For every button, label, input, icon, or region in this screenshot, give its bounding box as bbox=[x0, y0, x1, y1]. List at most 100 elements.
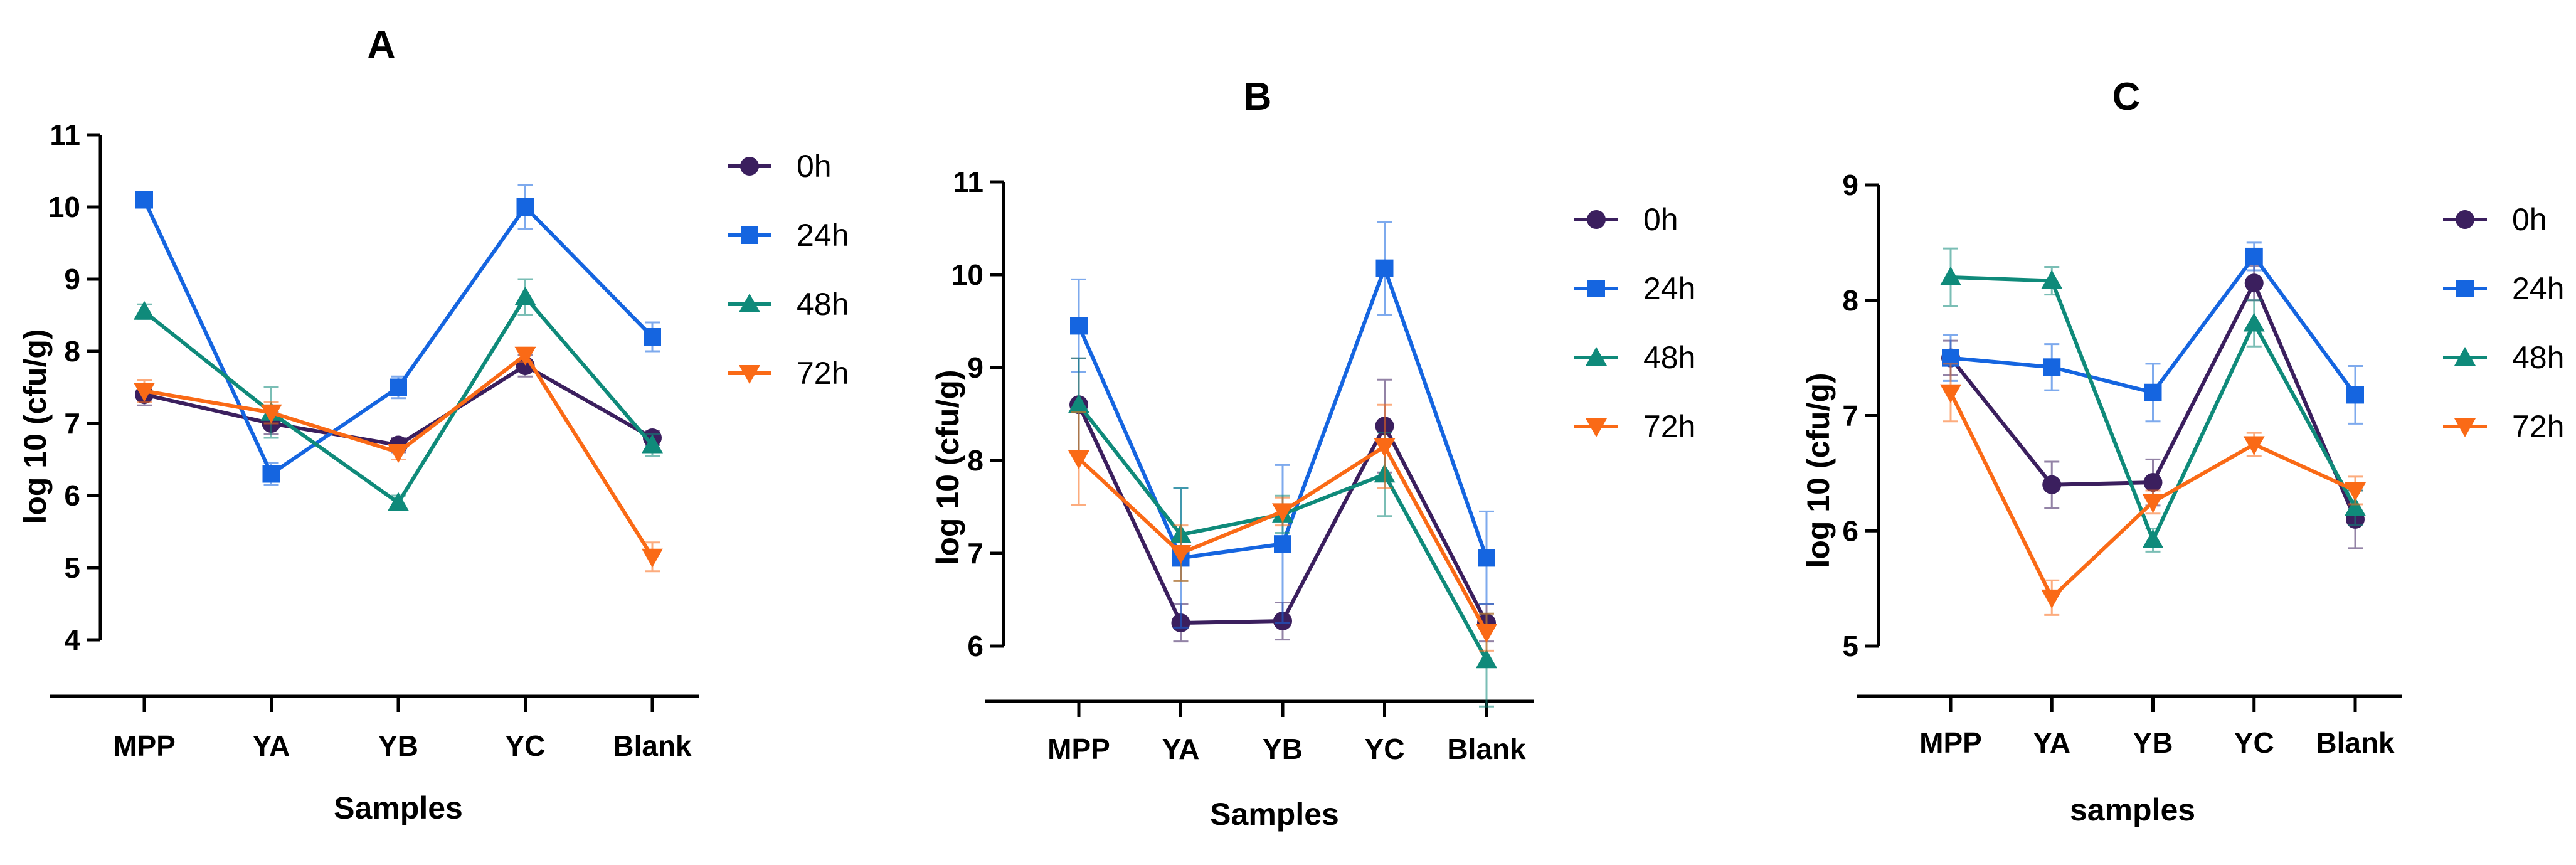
y-tick-label: 8 bbox=[1842, 284, 1858, 317]
y-axis-title: log 10 (cfu/g) bbox=[1801, 373, 1836, 568]
legend-item: 0h bbox=[1574, 202, 1678, 237]
data-point bbox=[2245, 247, 2263, 265]
x-axis-title: samples bbox=[2070, 792, 2195, 827]
data-point bbox=[2142, 494, 2164, 513]
legend-label: 48h bbox=[797, 287, 849, 322]
data-point bbox=[1068, 450, 1089, 470]
data-point bbox=[1375, 259, 1394, 277]
legend-label: 48h bbox=[1643, 340, 1695, 375]
x-tick-label: MPP bbox=[1047, 733, 1110, 765]
x-axis-title: Samples bbox=[334, 790, 463, 825]
x-tick-label: YC bbox=[2234, 726, 2274, 759]
data-point bbox=[1272, 503, 1293, 523]
legend-marker bbox=[739, 294, 760, 312]
legend-marker bbox=[1587, 210, 1606, 229]
data-point bbox=[2244, 273, 2264, 293]
x-tick-label: Blank bbox=[2316, 726, 2395, 759]
panel-title: B bbox=[1244, 75, 1272, 119]
series-72h bbox=[1940, 363, 2366, 616]
data-point bbox=[2345, 497, 2366, 516]
legend-item: 0h bbox=[728, 149, 832, 184]
panel-b: B Samples log 10 (cfu/g) 6 7 8 9 10 11 MPP YA YB… bbox=[930, 75, 1695, 832]
legend-marker bbox=[2456, 210, 2474, 229]
legend-label: 0h bbox=[1643, 202, 1678, 237]
data-point bbox=[134, 383, 155, 402]
data-point bbox=[642, 434, 663, 454]
y-tick-label: 5 bbox=[1842, 630, 1858, 662]
x-tick-label: YA bbox=[1162, 733, 1200, 765]
data-point bbox=[2144, 383, 2162, 401]
y-tick-label: 9 bbox=[64, 263, 80, 295]
data-point bbox=[388, 492, 409, 511]
y-tick-label: 7 bbox=[967, 537, 983, 570]
legend-label: 72h bbox=[797, 356, 849, 391]
panel-title: A bbox=[368, 23, 396, 66]
data-point bbox=[514, 346, 536, 366]
y-tick-label: 10 bbox=[951, 258, 983, 291]
legend-item: 48h bbox=[1574, 340, 1695, 375]
x-tick-label: YB bbox=[2133, 726, 2173, 759]
y-tick-label: 11 bbox=[953, 166, 983, 198]
legend-item: 24h bbox=[728, 218, 849, 253]
legend-item: 24h bbox=[2443, 271, 2564, 306]
legend-label: 48h bbox=[2512, 340, 2564, 375]
panel-a: A Samples log 10 (cfu/g) 4 5 6 7 8 9 10 11 MPP YA… bbox=[18, 23, 849, 825]
data-point bbox=[1070, 317, 1088, 335]
series-24h bbox=[135, 184, 661, 486]
legend-item: 48h bbox=[728, 287, 849, 322]
data-point bbox=[260, 404, 282, 423]
x-tick-label: YA bbox=[2033, 726, 2070, 759]
legend-item: 24h bbox=[1574, 271, 1695, 306]
panel-title: C bbox=[2112, 75, 2141, 119]
data-point bbox=[2142, 529, 2164, 548]
y-axis-title: log 10 (cfu/g) bbox=[930, 369, 965, 565]
data-point bbox=[2346, 386, 2364, 404]
data-point bbox=[135, 191, 153, 209]
legend-label: 72h bbox=[2512, 409, 2564, 444]
data-point bbox=[388, 444, 409, 463]
data-point bbox=[2345, 482, 2366, 501]
data-point bbox=[1476, 649, 1497, 669]
data-point bbox=[2243, 436, 2265, 455]
data-point bbox=[516, 198, 534, 216]
legend: 0h 24h 48h 72h bbox=[2443, 202, 2564, 444]
x-tick-label: YB bbox=[1263, 733, 1303, 765]
legend-label: 0h bbox=[2512, 202, 2547, 237]
legend-marker bbox=[1586, 347, 1607, 366]
panel-c: C samples log 10 (cfu/g) 5 6 7 8 9 MPP YA YB YC B… bbox=[1801, 75, 2564, 827]
legend-label: 72h bbox=[1643, 409, 1695, 444]
data-point bbox=[1170, 545, 1192, 564]
legend-marker bbox=[1586, 418, 1607, 437]
legend: 0h 24h 48h 72h bbox=[728, 149, 849, 391]
y-tick-label: 9 bbox=[967, 351, 983, 384]
legend-marker bbox=[2454, 347, 2476, 366]
data-point bbox=[1374, 438, 1396, 457]
x-tick-label: YC bbox=[506, 730, 546, 762]
data-point bbox=[262, 465, 280, 483]
legend-label: 24h bbox=[797, 218, 849, 253]
data-point bbox=[1476, 624, 1497, 643]
legend-marker bbox=[741, 226, 758, 244]
legend-marker bbox=[2456, 280, 2474, 297]
y-tick-label: 4 bbox=[64, 624, 80, 656]
legend-marker bbox=[740, 157, 759, 176]
legend-item: 72h bbox=[2443, 409, 2564, 444]
data-point bbox=[390, 378, 407, 396]
y-tick-label: 6 bbox=[967, 630, 983, 662]
y-tick-label: 8 bbox=[967, 444, 983, 477]
legend-label: 24h bbox=[2512, 271, 2564, 306]
x-tick-label: YB bbox=[378, 730, 418, 762]
data-point bbox=[1274, 535, 1291, 553]
legend-item: 72h bbox=[728, 356, 849, 391]
series-line bbox=[143, 294, 654, 506]
y-tick-label: 6 bbox=[64, 479, 80, 512]
y-tick-label: 7 bbox=[64, 407, 80, 440]
data-point bbox=[134, 300, 155, 320]
data-point bbox=[2043, 358, 2061, 376]
legend-item: 48h bbox=[2443, 340, 2564, 375]
x-tick-label: Blank bbox=[1447, 733, 1526, 765]
legend: 0h 24h 48h 72h bbox=[1574, 202, 1695, 444]
data-point bbox=[2243, 312, 2265, 332]
data-point bbox=[2041, 589, 2063, 608]
